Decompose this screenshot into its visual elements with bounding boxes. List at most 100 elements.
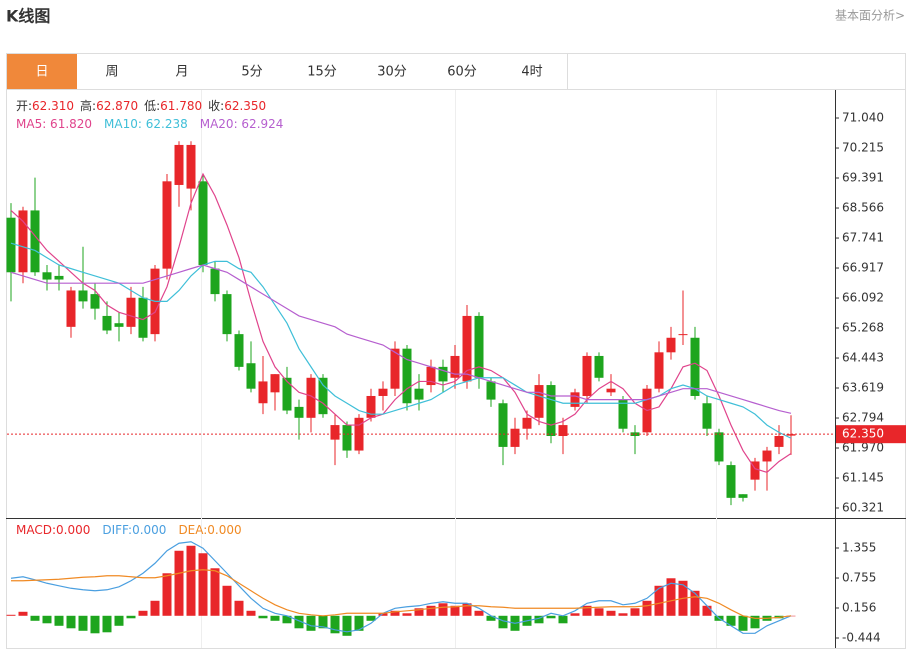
macd-bar bbox=[222, 585, 232, 616]
macd-bar bbox=[474, 610, 484, 616]
ohlc-info: 开:62.310 高:62.870 低:61.780 收:62.350 bbox=[16, 98, 266, 113]
tab-label[interactable]: 5分 bbox=[241, 65, 262, 80]
info-value: 62.310 bbox=[32, 99, 74, 113]
macd-bar bbox=[606, 610, 616, 616]
macd-bar bbox=[78, 615, 88, 631]
y-tick-label: 64.443 bbox=[842, 351, 884, 365]
tab[interactable] bbox=[217, 54, 287, 89]
info-label: 低: bbox=[144, 99, 160, 113]
tab[interactable] bbox=[147, 54, 217, 89]
y-tick-label: 65.268 bbox=[842, 321, 884, 335]
macd-line bbox=[10, 541, 792, 634]
candle-body bbox=[222, 294, 232, 335]
macd-bar bbox=[270, 615, 280, 621]
macd-bar bbox=[642, 600, 652, 616]
macd-bar bbox=[318, 615, 328, 629]
tab-label[interactable]: 4时 bbox=[521, 65, 542, 80]
y-tick-label: 67.741 bbox=[842, 231, 884, 245]
candle-body bbox=[6, 217, 16, 273]
legend-entry: MA10: 62.238 bbox=[104, 117, 188, 131]
info-value: 61.780 bbox=[160, 99, 202, 113]
macd-bar bbox=[654, 585, 664, 616]
candle-body bbox=[174, 144, 184, 185]
macd-bar bbox=[594, 608, 604, 616]
candle-body bbox=[18, 210, 28, 273]
candle-body bbox=[54, 275, 64, 280]
y-tick-label: 68.566 bbox=[842, 201, 884, 215]
candle-body bbox=[258, 381, 268, 404]
tab[interactable] bbox=[7, 54, 77, 89]
y-tick-label: 66.092 bbox=[842, 291, 884, 305]
y-tick-label: 0.156 bbox=[842, 600, 876, 614]
tab[interactable] bbox=[427, 54, 497, 89]
candle-body bbox=[366, 395, 376, 418]
candle-body bbox=[78, 290, 88, 302]
fundamental-link[interactable]: 基本面分析> bbox=[835, 9, 905, 23]
macd-bar bbox=[282, 615, 292, 624]
candle-body bbox=[30, 210, 40, 273]
macd-bar bbox=[486, 615, 496, 621]
macd-bar bbox=[738, 615, 748, 631]
candle-body bbox=[594, 355, 604, 378]
y-tick-label: 61.970 bbox=[842, 441, 884, 455]
candle-body bbox=[498, 403, 508, 447]
macd-bar bbox=[174, 550, 184, 616]
macd-bar bbox=[342, 615, 352, 636]
info-value: 62.870 bbox=[96, 99, 138, 113]
candle-body bbox=[186, 144, 196, 189]
candle-body bbox=[450, 355, 460, 378]
candle-body bbox=[690, 337, 700, 396]
candle-body bbox=[210, 268, 220, 295]
candle-body bbox=[558, 425, 568, 436]
macd-bar bbox=[462, 603, 472, 616]
macd-bar bbox=[150, 600, 160, 616]
tab[interactable] bbox=[357, 54, 427, 89]
candle-body bbox=[774, 435, 784, 447]
candle-body bbox=[702, 403, 712, 429]
macd-bar bbox=[750, 615, 760, 629]
last-price-label: 62.350 bbox=[842, 427, 884, 441]
tab-label[interactable]: 15分 bbox=[307, 65, 337, 80]
macd-bar bbox=[354, 615, 364, 631]
tab-label[interactable]: 30分 bbox=[377, 65, 407, 80]
tab-label[interactable]: 月 bbox=[175, 65, 188, 80]
tab-label[interactable]: 日 bbox=[35, 65, 48, 80]
legend-entry: MA5: 61.820 bbox=[16, 117, 92, 131]
macd-bar bbox=[666, 578, 676, 616]
macd-bar bbox=[546, 615, 556, 619]
tab-label[interactable]: 60分 bbox=[447, 65, 477, 80]
macd-bar bbox=[570, 613, 580, 616]
macd-line bbox=[11, 569, 792, 619]
macd-bar bbox=[114, 615, 124, 626]
candle-body bbox=[294, 406, 304, 418]
candle-body bbox=[474, 315, 484, 378]
tab[interactable] bbox=[497, 54, 567, 89]
tab-label[interactable]: 周 bbox=[105, 65, 118, 80]
macd-bar bbox=[258, 615, 268, 619]
macd-bar bbox=[414, 608, 424, 616]
info-label: 开: bbox=[16, 99, 32, 113]
macd-bar bbox=[54, 615, 64, 626]
candle-body bbox=[510, 428, 520, 447]
candle-body bbox=[306, 377, 316, 418]
plot: 71.040 70.215 69.391 68.566 67.741 66.917 66.0… bbox=[6, 98, 906, 644]
macd-bar bbox=[618, 613, 628, 616]
macd-bar bbox=[366, 615, 376, 621]
candle-body bbox=[246, 363, 256, 389]
macd-bar bbox=[402, 613, 412, 616]
tab[interactable] bbox=[77, 54, 147, 89]
macd-bar bbox=[90, 615, 100, 634]
macd-bar bbox=[138, 610, 148, 616]
candle-body bbox=[522, 417, 532, 429]
tab[interactable] bbox=[287, 54, 357, 89]
macd-bar bbox=[18, 611, 28, 616]
candle-body bbox=[90, 294, 100, 309]
candle-body bbox=[66, 290, 76, 327]
candle-body bbox=[534, 385, 544, 418]
macd-bar bbox=[306, 615, 316, 631]
y-tick-label: 66.917 bbox=[842, 261, 884, 275]
candle-body bbox=[42, 272, 52, 280]
legend-entry: MA20: 62.924 bbox=[200, 117, 284, 131]
candle-body bbox=[114, 323, 124, 327]
macd-bar bbox=[690, 590, 700, 616]
